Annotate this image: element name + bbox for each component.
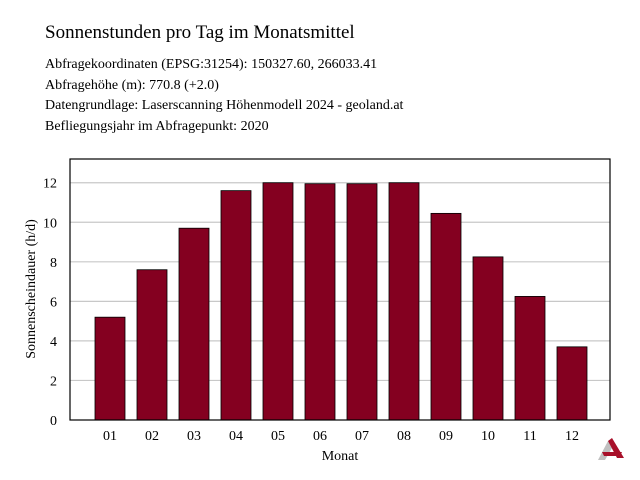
x-tick-label: 11 [523, 429, 536, 444]
x-axis-ticks: 01 02 03 04 05 06 07 08 09 10 11 12 [103, 429, 579, 444]
x-tick-label: 09 [439, 429, 453, 444]
x-axis-label: Monat [322, 449, 359, 464]
query-elevation-text: Abfragehöhe (m): 770.8 (+2.0) [45, 78, 219, 93]
x-tick-label: 04 [229, 429, 243, 444]
y-tick-label: 10 [43, 216, 57, 231]
chart-title: Sonnenstunden pro Tag im Monatsmittel [45, 22, 355, 43]
x-tick-label: 12 [565, 429, 579, 444]
x-tick-label: 08 [397, 429, 411, 444]
flight-year-text: Befliegungsjahr im Abfragepunkt: 2020 [45, 119, 269, 134]
bar-01 [94, 316, 126, 421]
query-coordinates-text: Abfragekoordinaten (EPSG:31254): 150327.… [45, 57, 378, 72]
y-axis-label: Sonnenscheindauer (h/d) [24, 219, 39, 359]
bar-12 [556, 346, 588, 421]
y-tick-label: 0 [50, 414, 57, 429]
red-grey-chevron-logo-icon [598, 438, 624, 460]
bar-02 [136, 269, 168, 421]
y-tick-label: 4 [50, 335, 57, 350]
x-tick-label: 07 [355, 429, 369, 444]
bar-10 [472, 256, 504, 421]
x-tick-label: 02 [145, 429, 159, 444]
x-tick-label: 06 [313, 429, 327, 444]
y-tick-label: 12 [43, 177, 57, 192]
x-tick-label: 05 [271, 429, 285, 444]
bar-09 [430, 212, 462, 421]
bar-04 [220, 190, 252, 421]
y-tick-label: 6 [50, 295, 57, 310]
data-source-text: Datengrundlage: Laserscanning Höhenmodel… [45, 98, 404, 113]
plot-frame [69, 158, 611, 421]
bar-08 [388, 182, 420, 421]
x-tick-label: 10 [481, 429, 495, 444]
x-tick-label: 03 [187, 429, 201, 444]
bar-03 [178, 227, 210, 421]
y-tick-label: 2 [50, 374, 57, 389]
bar-11 [514, 296, 546, 421]
y-tick-label: 8 [50, 256, 57, 271]
bar-05 [262, 182, 294, 421]
x-tick-label: 01 [103, 429, 117, 444]
y-axis-ticks: 0 2 4 6 8 10 12 [43, 177, 57, 429]
bar-06 [304, 183, 336, 421]
bar-07 [346, 183, 378, 421]
